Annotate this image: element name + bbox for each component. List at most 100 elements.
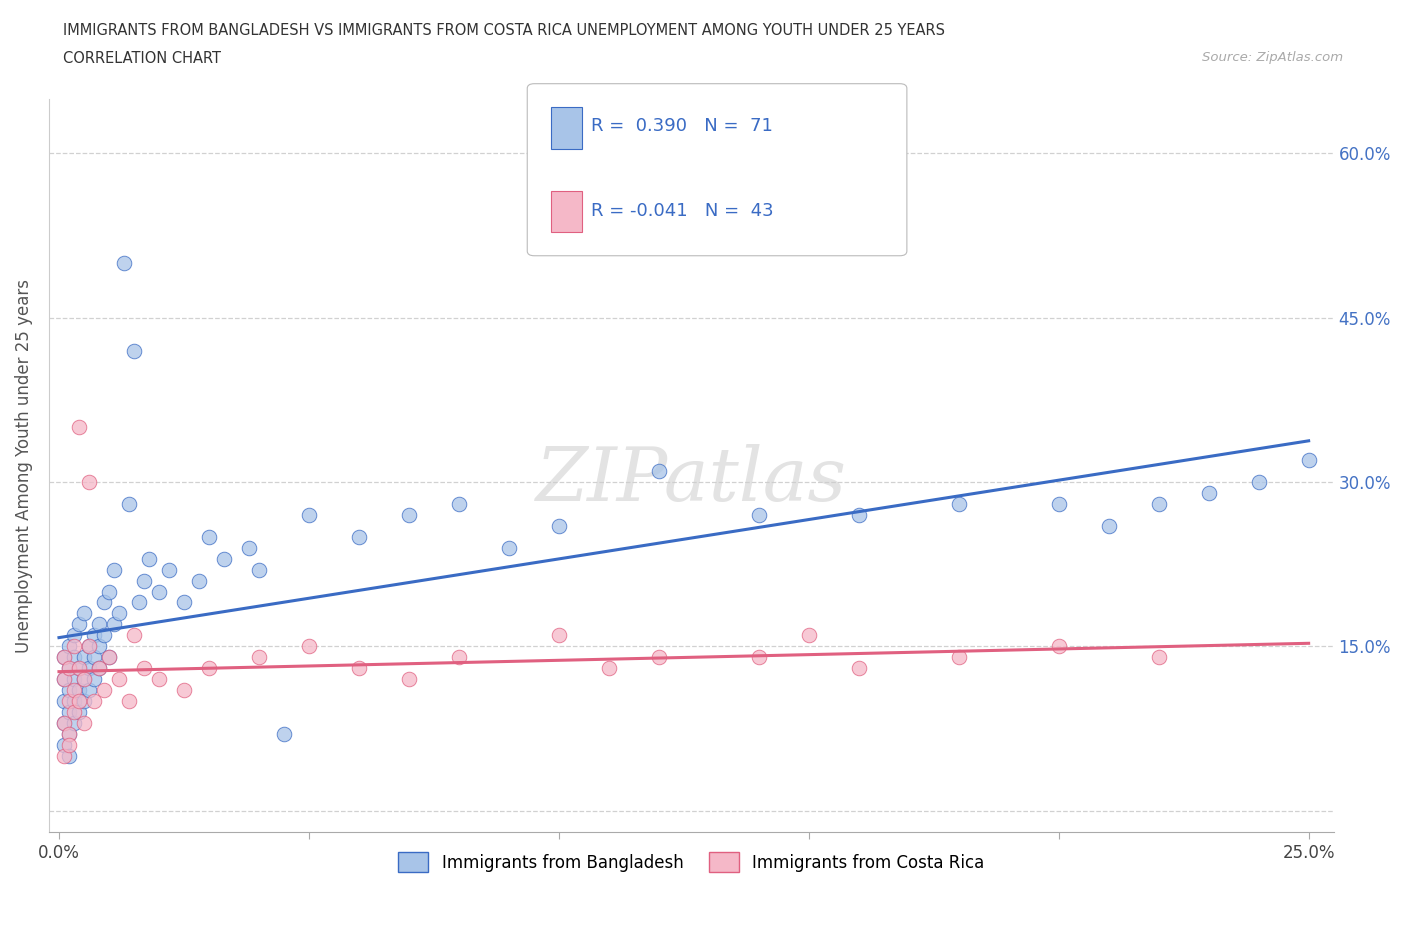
Point xyxy=(52,737,75,752)
Point xyxy=(173,595,195,610)
Point xyxy=(63,650,86,665)
Text: ZIPatlas: ZIPatlas xyxy=(536,444,846,516)
Point xyxy=(73,715,96,730)
Point xyxy=(93,628,115,643)
Point xyxy=(238,540,260,555)
Text: CORRELATION CHART: CORRELATION CHART xyxy=(63,51,221,66)
Point xyxy=(1298,453,1320,468)
Point xyxy=(132,573,155,588)
Point xyxy=(63,715,86,730)
Point xyxy=(157,562,180,577)
Point xyxy=(132,660,155,675)
Point xyxy=(93,683,115,698)
Point xyxy=(77,639,100,654)
Point xyxy=(67,694,90,709)
Point xyxy=(122,628,145,643)
Point xyxy=(58,660,80,675)
Point xyxy=(648,463,671,478)
Point xyxy=(52,650,75,665)
Point xyxy=(848,660,870,675)
Point xyxy=(398,671,420,686)
Point xyxy=(198,529,221,544)
Point xyxy=(247,650,270,665)
Point xyxy=(58,660,80,675)
Point xyxy=(97,650,120,665)
Point xyxy=(1198,485,1220,500)
Point xyxy=(77,660,100,675)
Point xyxy=(247,562,270,577)
Point xyxy=(73,606,96,621)
Point xyxy=(63,705,86,720)
Point xyxy=(173,683,195,698)
Point xyxy=(108,606,131,621)
Point xyxy=(77,639,100,654)
Point xyxy=(118,497,141,512)
Point xyxy=(447,650,470,665)
Point xyxy=(87,617,110,631)
Point xyxy=(58,726,80,741)
Text: Source: ZipAtlas.com: Source: ZipAtlas.com xyxy=(1202,51,1343,64)
Point xyxy=(648,650,671,665)
Point xyxy=(948,650,970,665)
Point xyxy=(93,595,115,610)
Point xyxy=(67,660,90,675)
Y-axis label: Unemployment Among Youth under 25 years: Unemployment Among Youth under 25 years xyxy=(15,279,32,653)
Point xyxy=(73,671,96,686)
Point xyxy=(598,660,620,675)
Point xyxy=(1147,650,1170,665)
Point xyxy=(52,650,75,665)
Point xyxy=(1147,497,1170,512)
Point xyxy=(103,562,125,577)
Point xyxy=(67,705,90,720)
Point xyxy=(73,650,96,665)
Text: IMMIGRANTS FROM BANGLADESH VS IMMIGRANTS FROM COSTA RICA UNEMPLOYMENT AMONG YOUT: IMMIGRANTS FROM BANGLADESH VS IMMIGRANTS… xyxy=(63,23,945,38)
Point xyxy=(112,256,135,271)
Point xyxy=(67,683,90,698)
Point xyxy=(83,650,105,665)
Point xyxy=(52,694,75,709)
Point xyxy=(298,508,321,523)
Point xyxy=(128,595,150,610)
Point xyxy=(187,573,209,588)
Point xyxy=(52,671,75,686)
Point xyxy=(58,639,80,654)
Point xyxy=(97,584,120,599)
Point xyxy=(498,540,520,555)
Point xyxy=(848,508,870,523)
Point xyxy=(298,639,321,654)
Point xyxy=(58,737,80,752)
Point xyxy=(58,683,80,698)
Point xyxy=(398,508,420,523)
Point xyxy=(447,497,470,512)
Point xyxy=(63,628,86,643)
Point xyxy=(52,671,75,686)
Point xyxy=(58,694,80,709)
Legend: Immigrants from Bangladesh, Immigrants from Costa Rica: Immigrants from Bangladesh, Immigrants f… xyxy=(392,845,991,879)
Point xyxy=(77,474,100,489)
Point xyxy=(83,628,105,643)
Point xyxy=(52,715,75,730)
Point xyxy=(148,584,170,599)
Point xyxy=(347,660,370,675)
Point xyxy=(83,694,105,709)
Point xyxy=(103,617,125,631)
Point xyxy=(797,628,820,643)
Point xyxy=(212,551,235,566)
Point xyxy=(1098,518,1121,533)
Point xyxy=(63,671,86,686)
Point xyxy=(122,343,145,358)
Point xyxy=(87,660,110,675)
Point xyxy=(58,726,80,741)
Point xyxy=(118,694,141,709)
Point xyxy=(67,419,90,434)
Point xyxy=(198,660,221,675)
Point xyxy=(52,749,75,764)
Point xyxy=(1047,497,1070,512)
Point xyxy=(73,694,96,709)
Point xyxy=(58,705,80,720)
Point xyxy=(273,726,295,741)
Point xyxy=(63,639,86,654)
Point xyxy=(547,518,569,533)
Point xyxy=(138,551,160,566)
Point xyxy=(87,660,110,675)
